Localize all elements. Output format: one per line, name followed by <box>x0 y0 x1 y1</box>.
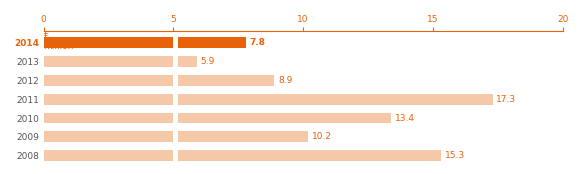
Bar <box>178 56 197 67</box>
Bar <box>44 37 173 48</box>
Text: 17.3: 17.3 <box>496 95 517 104</box>
Text: 13.4: 13.4 <box>395 113 415 122</box>
Text: 8.9: 8.9 <box>278 76 293 85</box>
Bar <box>44 131 173 142</box>
Bar <box>178 150 441 161</box>
Bar <box>178 75 274 86</box>
Text: 10.2: 10.2 <box>312 132 332 141</box>
Text: 5.9: 5.9 <box>201 57 215 66</box>
Bar <box>44 75 173 86</box>
Bar <box>44 56 173 67</box>
Bar <box>178 113 392 124</box>
Bar <box>178 94 492 105</box>
Bar <box>178 37 246 48</box>
Bar <box>44 150 173 161</box>
Text: 15.3: 15.3 <box>444 151 465 160</box>
Text: €
million: € million <box>44 31 74 51</box>
Bar <box>178 131 308 142</box>
Text: 7.8: 7.8 <box>250 38 266 47</box>
Bar <box>44 113 173 124</box>
Bar <box>44 94 173 105</box>
